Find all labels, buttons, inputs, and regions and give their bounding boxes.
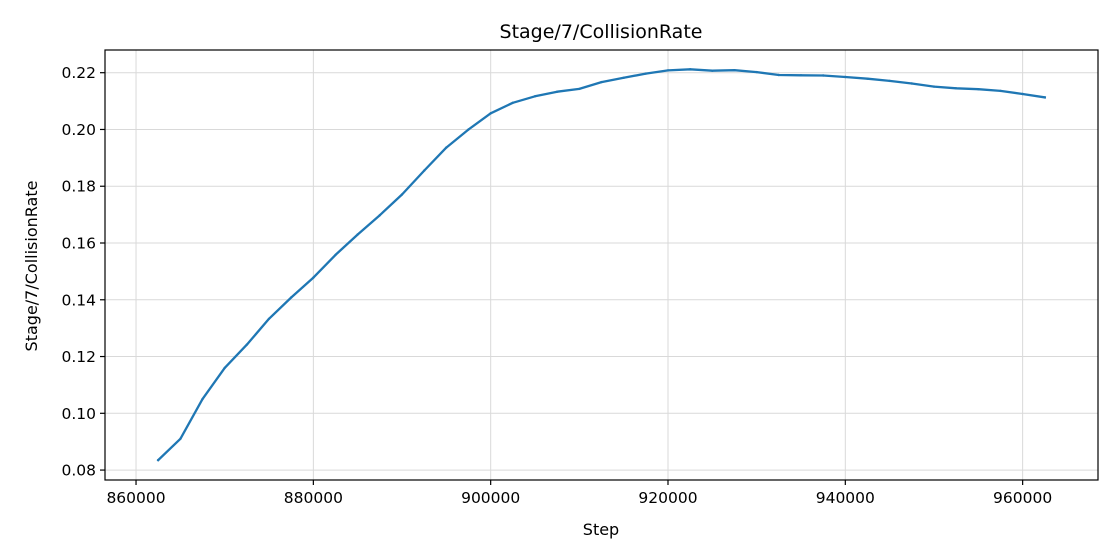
series-layer <box>156 68 1047 462</box>
data-point <box>356 233 359 236</box>
data-point <box>666 69 670 72</box>
data-point <box>777 73 780 77</box>
data-point <box>733 69 736 72</box>
data-point <box>223 366 226 370</box>
y-tick-label: 0.16 <box>61 235 96 253</box>
x-tick-label: 860000 <box>106 489 165 507</box>
y-tick-label: 0.12 <box>61 348 96 366</box>
data-point <box>179 437 182 440</box>
data-point <box>888 79 891 83</box>
data-point <box>910 82 913 85</box>
data-point <box>600 80 603 84</box>
data-point <box>1043 96 1047 99</box>
data-point <box>511 101 514 105</box>
data-point <box>578 87 581 91</box>
data-point <box>290 296 293 299</box>
data-point <box>489 112 492 115</box>
data-point <box>445 146 448 149</box>
data-point <box>157 458 160 462</box>
series-line-0 <box>156 68 1047 462</box>
data-point <box>799 74 803 77</box>
data-point <box>755 70 758 74</box>
data-point <box>622 76 625 80</box>
data-point <box>201 397 204 401</box>
y-tick-label: 0.20 <box>61 121 96 139</box>
x-tick-label: 960000 <box>993 489 1052 507</box>
data-point <box>866 77 869 80</box>
data-point <box>999 89 1002 93</box>
y-tick-label: 0.14 <box>61 291 96 309</box>
y-tick-label: 0.18 <box>61 178 96 196</box>
data-point <box>977 88 980 91</box>
data-point <box>644 72 647 75</box>
data-point <box>1021 92 1024 96</box>
grid <box>105 50 1098 480</box>
data-point <box>822 74 825 77</box>
data-point <box>689 68 692 71</box>
data-point <box>334 253 337 257</box>
x-tick-label: 940000 <box>816 489 875 507</box>
data-point <box>711 69 714 72</box>
x-tick-label: 880000 <box>284 489 343 507</box>
x-tick-label: 920000 <box>638 489 697 507</box>
data-point <box>932 85 936 88</box>
plot-frame <box>104 49 1099 481</box>
x-axis-label: Step <box>583 520 619 539</box>
y-axis-label: Stage/7/CollisionRate <box>22 181 41 352</box>
data-point <box>423 169 426 172</box>
y-tick-label: 0.10 <box>61 405 96 423</box>
data-point <box>556 90 559 93</box>
y-tick-label: 0.08 <box>61 462 96 480</box>
data-point <box>467 128 470 131</box>
data-point <box>954 87 958 90</box>
y-axis: 0.08 0.10 0.12 0.14 0.16 0.18 0.20 0.22 <box>61 64 105 480</box>
data-point <box>378 214 381 217</box>
data-point <box>245 343 249 346</box>
data-point <box>267 317 271 320</box>
data-point <box>533 95 537 98</box>
chart-title: Stage/7/CollisionRate <box>500 21 703 43</box>
x-tick-label: 900000 <box>461 489 520 507</box>
y-tick-label: 0.22 <box>61 64 96 82</box>
data-point <box>312 276 315 279</box>
x-axis: 860000 880000 900000 920000 940000 960000 <box>106 480 1052 507</box>
data-point <box>400 193 404 196</box>
data-point <box>844 75 847 79</box>
